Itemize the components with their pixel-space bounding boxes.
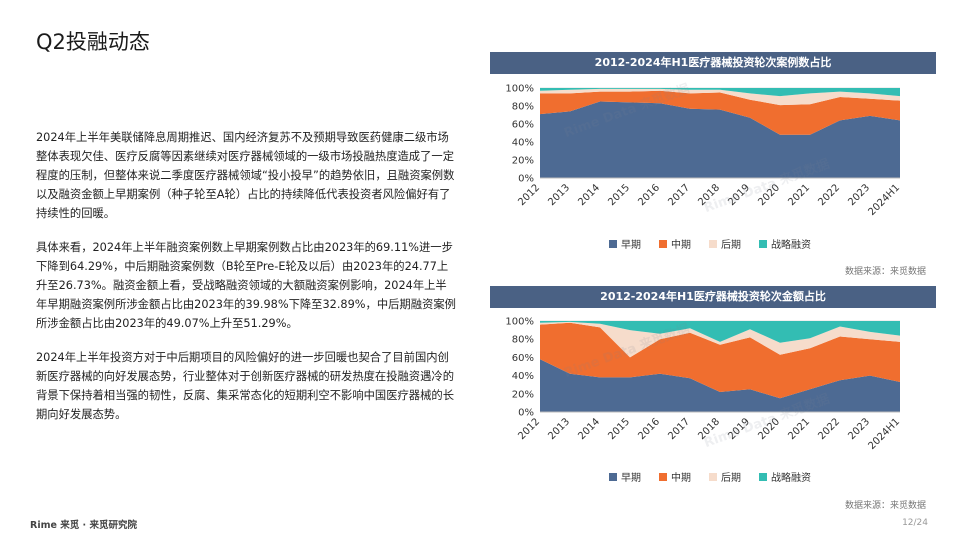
legend-swatch-early: [609, 473, 617, 481]
series-area-mid: [540, 322, 900, 399]
x-tick-label: 2020: [756, 182, 782, 208]
legend-swatch-strategic: [759, 473, 767, 481]
legend-label: 战略融资: [771, 471, 811, 484]
legend-swatch-late: [709, 473, 717, 481]
chart-amount-plot: 0%20%40%60%80%100%2012 2013 2014 2015 2016 20…: [505, 317, 903, 485]
y-tick-label: 100%: [505, 84, 534, 95]
y-tick-label: 80%: [512, 335, 534, 346]
chart-amount: 2012-2024年H1医疗器械投资轮次金额占比 0% 20% 40% 60% 80% 1…: [490, 286, 936, 490]
x-tick-label: 2024H1: [867, 416, 903, 452]
legend-label: 早期: [621, 472, 641, 484]
y-tick-label: 60%: [512, 353, 534, 364]
source-note: 数据来源：来觅数据: [844, 267, 926, 277]
chart-case-count: 2012-2024年H1医疗器械投资轮次案例数占比 0% 20% 40% 60% 80%…: [490, 52, 936, 262]
paragraph-1: 2024年上半年美联储降息周期推迟、国内经济复苏不及预期导致医药健康二级市场整体…: [36, 131, 455, 220]
source-note: 数据来源：来觅数据: [844, 501, 926, 511]
legend-swatch-mid: [659, 473, 667, 481]
x-tick-label: 2014: [576, 182, 602, 208]
x-tick-label: 2016: [636, 416, 662, 442]
x-tick-label: 2015: [606, 182, 632, 208]
x-tick-label: 2019: [726, 416, 752, 442]
y-tick-label: 0%: [518, 174, 534, 185]
legend-swatch-late: [709, 240, 717, 248]
page-title: Q2投融动态: [36, 30, 150, 54]
series-area-strategic: [540, 321, 900, 343]
series-area-late: [540, 88, 900, 106]
y-tick-label: 60%: [512, 120, 534, 131]
legend-label: 后期: [721, 472, 741, 484]
x-tick-label: 2018: [696, 182, 722, 208]
x-tick-label: 2019: [726, 182, 752, 208]
legend-label: 中期: [671, 238, 691, 251]
chart-title: 2012-2024年H1医疗器械投资轮次金额占比: [490, 286, 936, 308]
legend-label: 早期: [621, 239, 641, 251]
x-tick-label: 2012: [516, 182, 542, 208]
series-area-strategic: [540, 88, 900, 97]
paragraph-3: 2024年上半年投资方对于中后期项目的风险偏好的进一步回暖也契合了目前国内创新医…: [36, 351, 454, 421]
x-tick-label: 2024H1: [867, 182, 903, 218]
x-tick-label: 2022: [816, 182, 842, 208]
legend-swatch-strategic: [759, 240, 767, 248]
series-area-mid: [540, 90, 900, 135]
series-area-early: [540, 359, 900, 412]
x-tick-label: 2018: [696, 416, 722, 442]
y-tick-label: 0%: [518, 408, 534, 419]
legend-label: 后期: [721, 239, 741, 251]
x-tick-label: 2021: [786, 416, 812, 442]
legend-label: 战略融资: [771, 238, 811, 251]
series-area-late: [540, 321, 900, 358]
page-number: 12/24: [902, 518, 928, 528]
x-tick-label: 2021: [786, 182, 812, 208]
x-tick-label: 2015: [606, 416, 632, 442]
y-tick-label: 20%: [512, 389, 534, 400]
y-tick-label: 40%: [512, 371, 534, 382]
body-text: 2024年上半年美联储降息周期推迟、国内经济复苏不及预期导致医药健康二级市场整体…: [36, 128, 456, 439]
legend-label: 中期: [671, 471, 691, 484]
x-tick-label: 2016: [636, 182, 662, 208]
chart-case-count-plot: 0%20%40%60%80%100%2012 2013 2014 2015 2016 20…: [505, 84, 903, 252]
x-tick-label: 2023: [846, 416, 872, 442]
footer-brand-logo: Rime 来觅 · 来觅研究院: [30, 520, 137, 531]
x-tick-label: 2017: [666, 416, 692, 442]
y-tick-label: 20%: [512, 156, 534, 167]
legend-swatch-mid: [659, 240, 667, 248]
y-tick-label: 80%: [512, 102, 534, 113]
x-tick-label: 2014: [576, 416, 602, 442]
x-tick-label: 2017: [666, 182, 692, 208]
x-tick-label: 2013: [546, 182, 572, 208]
x-tick-label: 2023: [846, 182, 872, 208]
x-tick-label: 2012: [516, 416, 542, 442]
series-area-early: [540, 101, 900, 178]
y-tick-label: 100%: [505, 317, 534, 328]
x-tick-label: 2013: [546, 416, 572, 442]
paragraph-2: 具体来看，2024年上半年融资案例数上早期案例数占比由2023年的69.11%进…: [36, 241, 456, 330]
chart-title: 2012-2024年H1医疗器械投资轮次案例数占比: [490, 52, 936, 74]
y-tick-label: 40%: [512, 138, 534, 149]
x-tick-label: 2020: [756, 416, 782, 442]
x-tick-label: 2022: [816, 416, 842, 442]
legend-swatch-early: [609, 240, 617, 248]
